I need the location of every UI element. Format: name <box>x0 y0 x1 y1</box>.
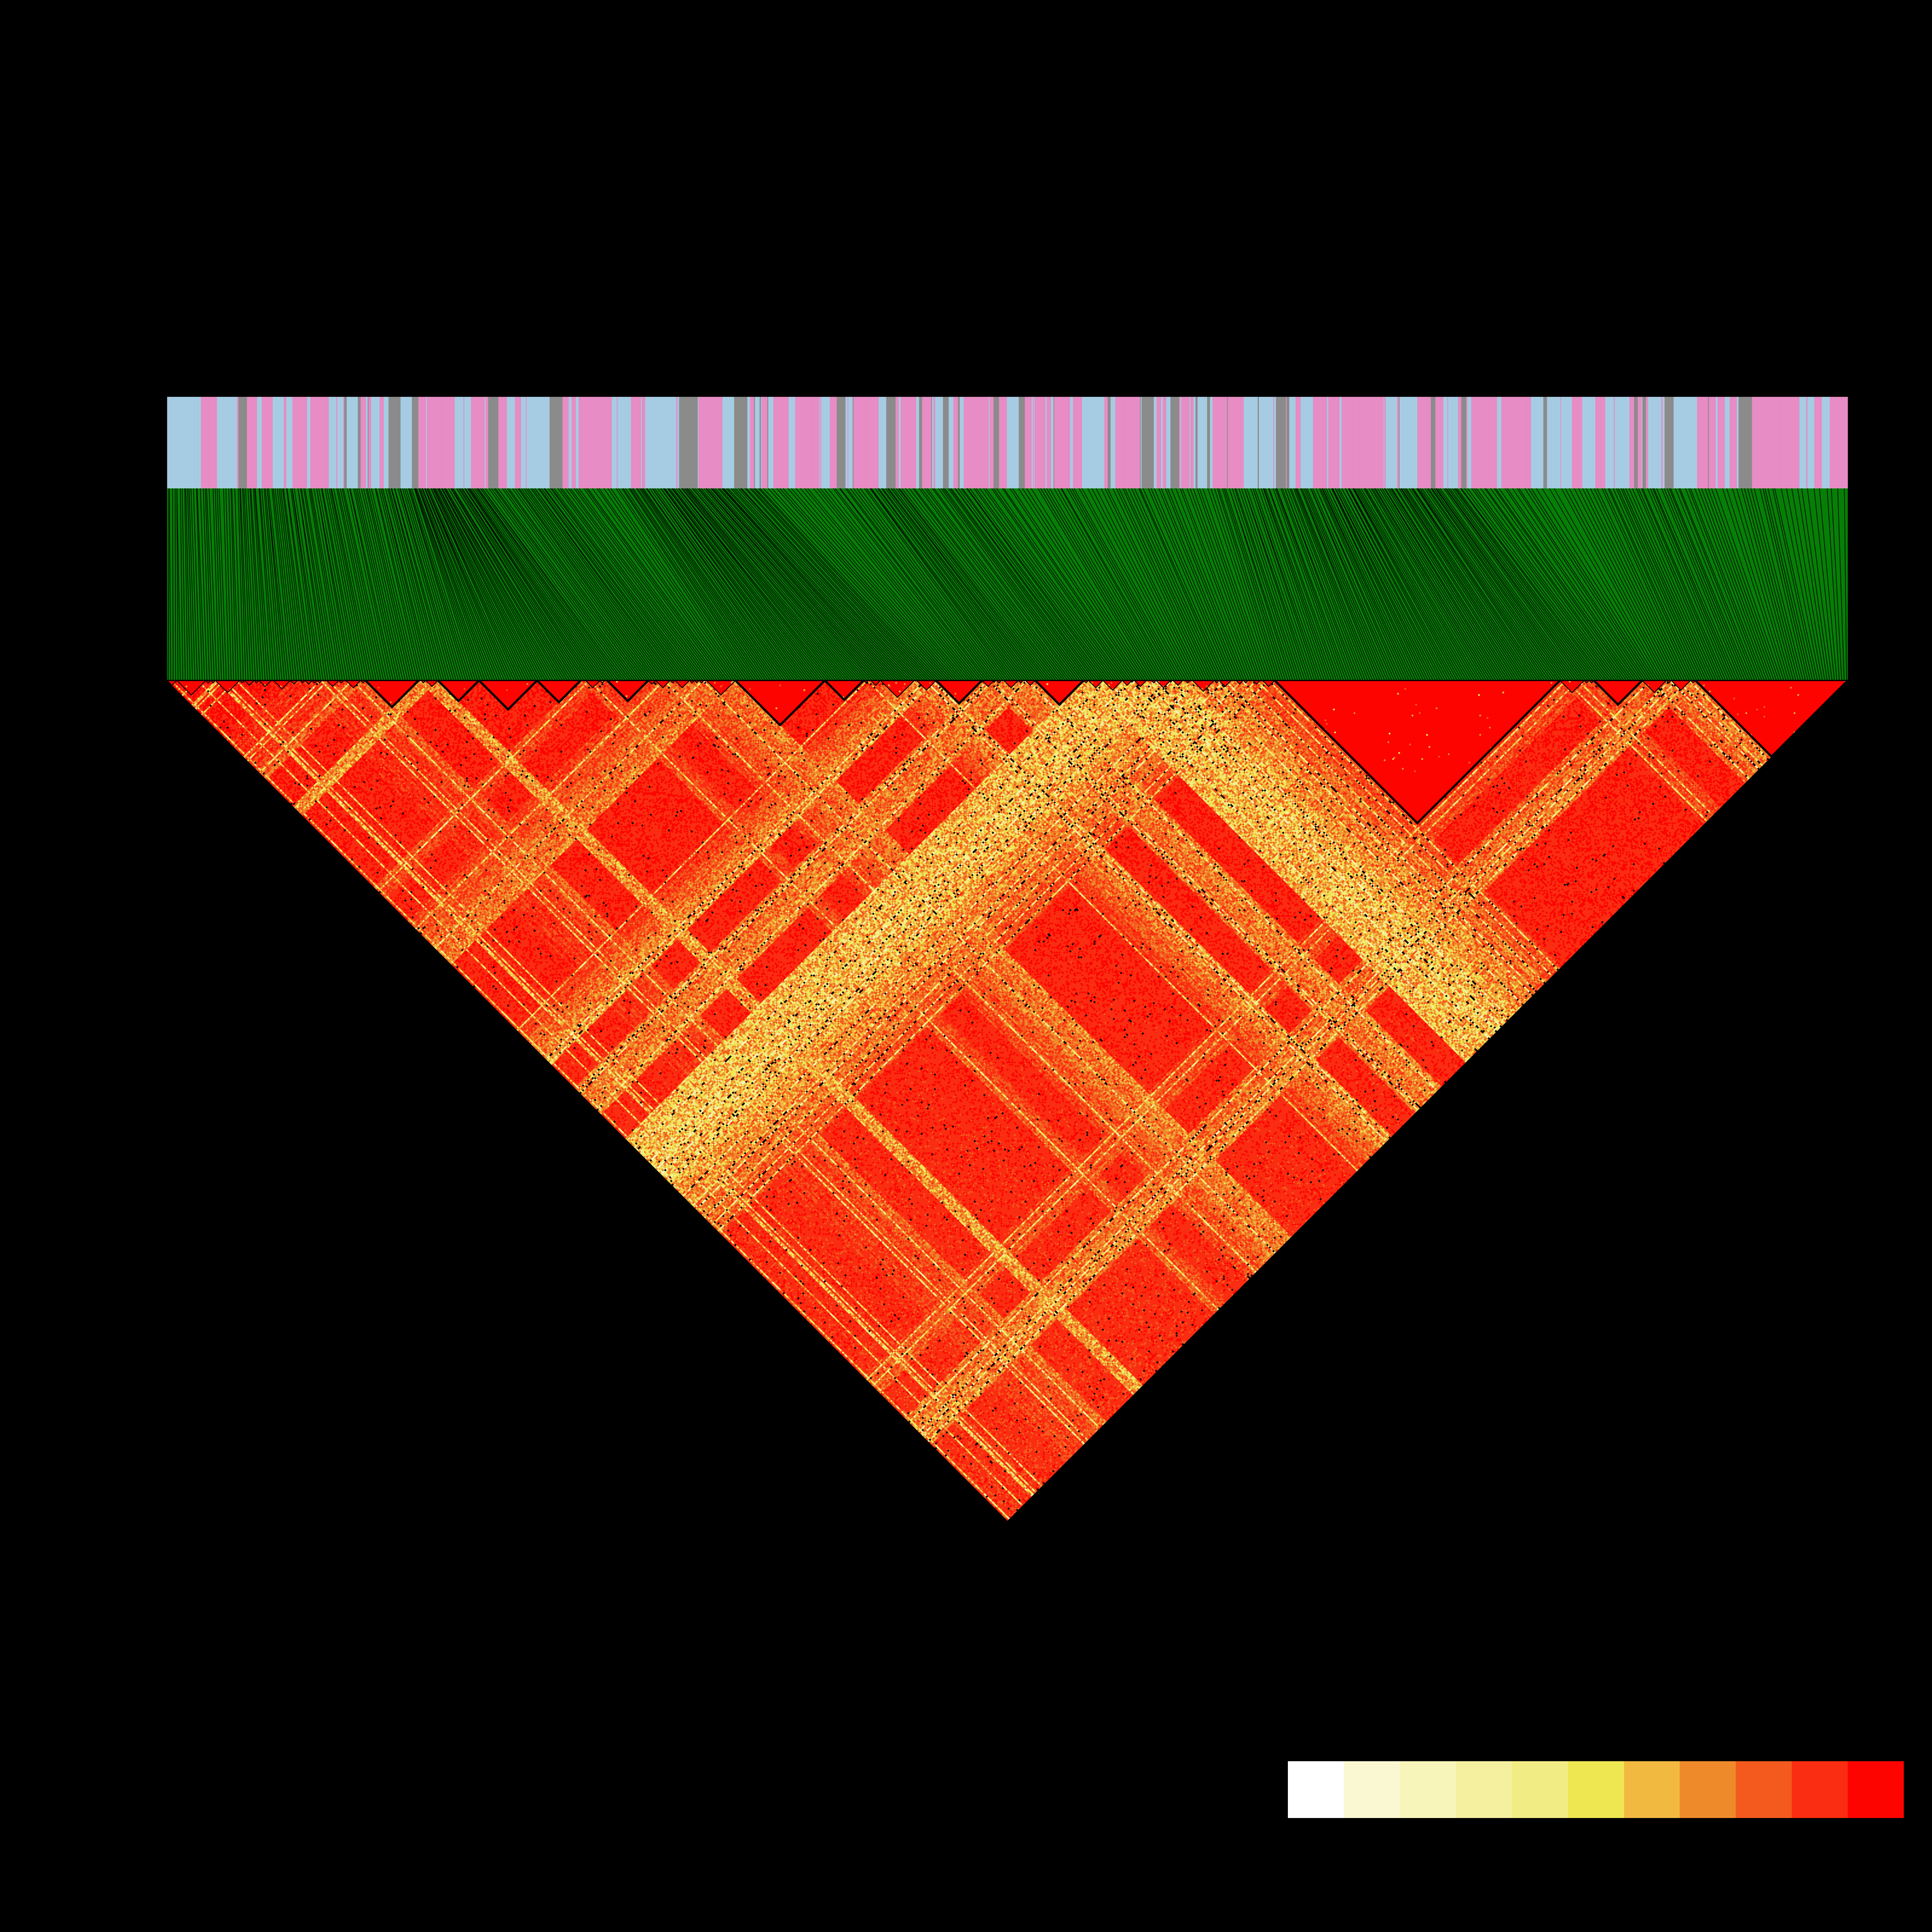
legend-swatch <box>1680 1761 1736 1818</box>
legend-swatch <box>1792 1761 1848 1818</box>
legend-swatch <box>1400 1761 1456 1818</box>
legend-swatch <box>1847 1761 1904 1818</box>
legend-swatch <box>1624 1761 1680 1818</box>
legend-swatch <box>1736 1761 1792 1818</box>
color-scale-legend <box>1288 1761 1904 1818</box>
legend-swatch <box>1512 1761 1568 1818</box>
legend-swatch <box>1288 1761 1344 1818</box>
legend-swatch <box>1344 1761 1400 1818</box>
legend-swatch <box>1456 1761 1512 1818</box>
legend-swatch <box>1568 1761 1624 1818</box>
